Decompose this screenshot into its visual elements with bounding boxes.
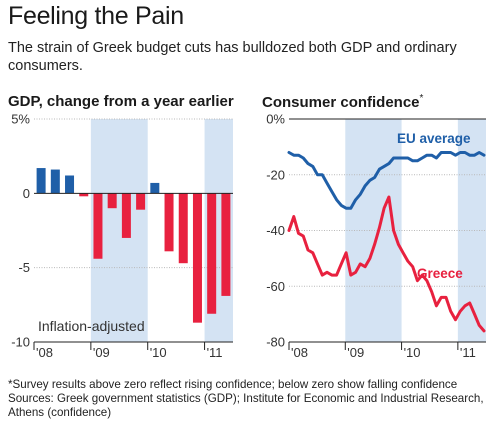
footnote-note: *Survey results above zero reflect risin… xyxy=(8,378,458,391)
confidence-ytick-label: -20 xyxy=(266,167,285,182)
gdp-ytick-label: -5 xyxy=(18,260,30,275)
confidence-panel-title: Consumer confidence* xyxy=(262,93,424,111)
chart-title: Feeling the Pain xyxy=(8,2,184,30)
gdp-bar xyxy=(207,193,217,314)
confidence-xtick-label: '11 xyxy=(460,345,476,360)
confidence-ytick-label: -80 xyxy=(266,335,285,350)
gdp-bar xyxy=(136,193,146,210)
gdp-bar xyxy=(221,193,231,296)
gdp-bar xyxy=(178,193,188,264)
series-line-eu-average xyxy=(287,151,486,210)
gdp-bar xyxy=(121,193,131,238)
gdp-xtick-label: '08 xyxy=(36,345,53,360)
confidence-ytick-label: -60 xyxy=(266,279,285,294)
gdp-bar xyxy=(65,175,75,194)
footnote-sources: Sources: Greek government statistics (GD… xyxy=(8,392,484,419)
gdp-bar xyxy=(50,169,60,194)
gdp-ytick-label: 0 xyxy=(23,186,30,201)
gdp-bar xyxy=(192,193,202,323)
confidence-ytick-label: 0% xyxy=(266,112,285,127)
series-label-greece: Greece xyxy=(417,266,463,281)
gdp-xtick-label: '11 xyxy=(207,345,223,360)
gdp-bar xyxy=(164,193,174,252)
footnote-marker: * xyxy=(419,93,424,104)
footnote: *Survey results above zero reflect risin… xyxy=(8,378,486,420)
gdp-bar xyxy=(36,168,46,194)
series-line-greece xyxy=(287,195,486,333)
series-label-eu-average: EU average xyxy=(397,131,471,146)
gdp-annotation: Inflation-adjusted xyxy=(38,318,145,334)
gdp-bar xyxy=(107,193,117,209)
gdp-ytick-label: 5% xyxy=(11,112,30,127)
confidence-xtick-label: '10 xyxy=(404,345,421,360)
gdp-xtick-label: '10 xyxy=(150,345,167,360)
confidence-xtick-label: '09 xyxy=(347,345,364,360)
gdp-xtick-label: '09 xyxy=(93,345,110,360)
gdp-bar xyxy=(150,182,160,194)
chart-subtitle: The strain of Greek budget cuts has bull… xyxy=(8,40,457,74)
gdp-bar xyxy=(93,193,103,259)
confidence-xtick-label: '08 xyxy=(291,345,308,360)
gdp-panel-title: GDP, change from a year earlier xyxy=(8,93,234,110)
gdp-ytick-label: -10 xyxy=(11,335,30,350)
confidence-ytick-label: -40 xyxy=(266,223,285,238)
gdp-bar xyxy=(79,193,89,197)
